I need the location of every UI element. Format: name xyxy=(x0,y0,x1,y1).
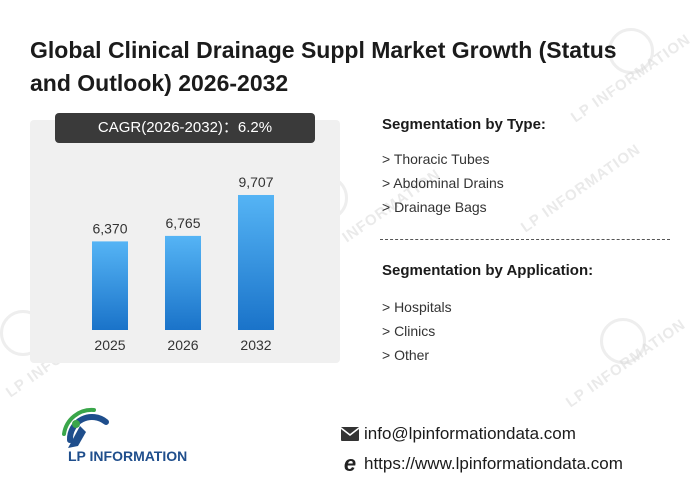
x-tick-label: 2026 xyxy=(167,337,198,353)
data-label: 9,707 xyxy=(238,174,273,190)
envelope-icon xyxy=(340,424,360,444)
list-item: > Other xyxy=(382,347,430,363)
watermark-text: LP INFORMATION xyxy=(517,140,644,237)
contact-email[interactable]: info@lpinformationdata.com xyxy=(340,424,576,444)
data-label: 6,765 xyxy=(165,215,200,231)
bar-2032 xyxy=(238,194,274,330)
x-tick-label: 2032 xyxy=(240,337,271,353)
website-link[interactable]: https://www.lpinformationdata.com xyxy=(364,454,623,473)
watermark-mark xyxy=(600,318,646,364)
lp-information-logo xyxy=(62,407,109,448)
list-item: > Thoracic Tubes xyxy=(382,151,490,167)
list-item: > Drainage Bags xyxy=(382,199,487,215)
data-label: 6,370 xyxy=(92,220,127,236)
segmentation-application-heading: Segmentation by Application: xyxy=(382,262,594,279)
cagr-badge: CAGR(2026-2032)：6.2% xyxy=(55,113,315,143)
segmentation-type-list: > Thoracic Tubes > Abdominal Drains > Dr… xyxy=(382,147,504,219)
segmentation-type-heading: Segmentation by Type: xyxy=(382,116,546,133)
contact-website[interactable]: e https://www.lpinformationdata.com xyxy=(340,451,623,476)
segmentation-application-list: > Hospitals > Clinics > Other xyxy=(382,295,452,367)
bar-2026 xyxy=(165,235,201,330)
list-item: > Clinics xyxy=(382,323,436,339)
list-item: > Hospitals xyxy=(382,299,452,315)
browser-e-icon: e xyxy=(343,451,357,476)
bar-chart: 6,370 2025 6,765 2026 9,707 2032 xyxy=(92,174,274,353)
section-divider xyxy=(380,239,670,240)
logo-text: LP INFORMATION xyxy=(68,448,188,464)
watermark-mark xyxy=(608,28,654,74)
bar-2025 xyxy=(92,241,128,330)
page-title: Global Clinical Drainage Suppl Market Gr… xyxy=(30,37,617,96)
email-link[interactable]: info@lpinformationdata.com xyxy=(364,424,576,443)
x-tick-label: 2025 xyxy=(94,337,125,353)
list-item: > Abdominal Drains xyxy=(382,175,504,191)
